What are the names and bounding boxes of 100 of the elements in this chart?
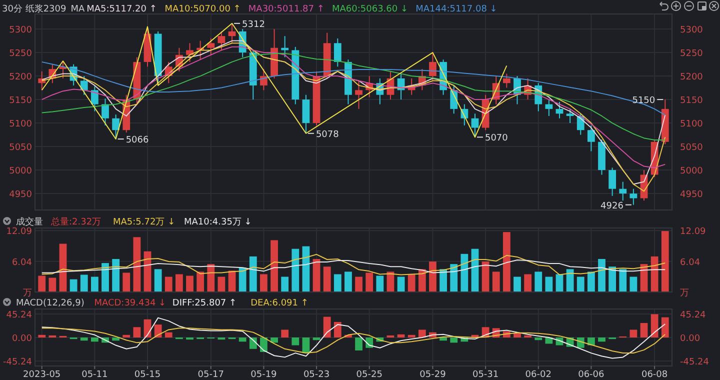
bar [450, 338, 458, 343]
y-tick-label: 5050 [9, 143, 32, 154]
y2-tick-label: 5050 [680, 143, 704, 154]
y-tick-label: 0.00 [12, 334, 32, 344]
bar [102, 263, 109, 292]
bar [302, 338, 310, 354]
bar [534, 338, 542, 340]
line-series [41, 328, 666, 354]
text: 5150 [632, 96, 656, 106]
candlestick [619, 181, 627, 202]
y-tick-label: 5000 [9, 166, 32, 177]
bar [154, 269, 162, 292]
bar [112, 258, 120, 292]
bar [122, 272, 130, 292]
bar [598, 338, 606, 342]
text: MA30:5011.87 ↑ [248, 4, 324, 14]
chart-title: 成交量 [16, 216, 43, 228]
bar [630, 330, 638, 338]
line-series [41, 254, 666, 276]
bar [323, 316, 331, 338]
text: DEA:6.091 ↑ [250, 298, 308, 308]
candlestick [545, 99, 553, 116]
chart-title: MACD(12,26,9) [16, 298, 84, 308]
bar [450, 264, 458, 292]
candlestick [186, 42, 194, 62]
bar [608, 266, 616, 292]
candlestick [207, 38, 215, 56]
y-tick-label: 12.09 [6, 227, 32, 238]
candlestick [355, 80, 362, 110]
text: MA10:4.35万 ↓ [184, 218, 252, 228]
bar [59, 244, 67, 292]
bar [281, 276, 289, 292]
bar [196, 272, 204, 292]
bar [650, 314, 658, 338]
bar [576, 276, 584, 292]
y-tick-label: 5300 [9, 26, 32, 36]
bar [292, 248, 300, 292]
y-tick-label: 5200 [9, 72, 32, 83]
y2-tick-label: 4950 [680, 190, 704, 200]
bar [429, 262, 436, 292]
candlestick [260, 68, 268, 91]
y2-tick-label: 45.24 [680, 310, 706, 321]
text: 5312 [242, 20, 265, 30]
bar [440, 269, 447, 292]
bar [186, 276, 194, 292]
bar [334, 322, 342, 338]
bar [482, 262, 490, 292]
text: MA10:5070.00 ↑ [164, 4, 241, 14]
candlestick [502, 73, 510, 88]
series-label: DIFF:25.807 ↑ [172, 298, 237, 308]
y2-tick-label: 6.04 [680, 258, 700, 268]
candlestick [429, 52, 436, 82]
bar [524, 274, 532, 292]
bar [545, 276, 553, 292]
x-tick-label: 2023-05 [23, 370, 61, 380]
bar [249, 256, 257, 292]
candlestick [80, 76, 88, 96]
y2-tick-label: -45.24 [680, 357, 710, 368]
chart-title: 30分 纸浆2309 [2, 4, 66, 14]
bar [366, 272, 374, 292]
bar [556, 274, 564, 292]
x-tick-label: 05-25 [356, 370, 382, 380]
x-tick-label: 05-17 [198, 370, 224, 380]
x-tick-label: 06-08 [641, 370, 668, 380]
bar [661, 317, 669, 338]
bar [90, 338, 98, 342]
bar [312, 338, 320, 340]
bar [640, 322, 648, 338]
bar [408, 274, 416, 292]
line-series [41, 317, 666, 359]
text: MA5:5.72万 ↓ [113, 218, 176, 228]
bar [355, 276, 362, 292]
x-tick-label: 06-06 [578, 370, 605, 380]
line-series [41, 260, 666, 274]
bar [587, 272, 595, 292]
text: MA60:5063.60 ↓ [332, 4, 408, 14]
bar [619, 269, 627, 292]
bar [440, 338, 447, 341]
bar [38, 334, 46, 338]
bar [312, 258, 320, 292]
bar [154, 324, 162, 338]
bar [534, 272, 542, 292]
y-tick-label: 5100 [9, 120, 32, 130]
chart-subtitle: 总量:2.32万 [50, 216, 102, 228]
y-tick-label: 6.04 [12, 258, 32, 268]
bar [164, 276, 172, 292]
y-tick-label: 万 [23, 288, 32, 298]
y2-tick-label: 5250 [680, 49, 704, 60]
series-label: MACD:39.434 ↓ [94, 298, 166, 308]
x-tick-label: 05-11 [82, 370, 108, 380]
text: 5070 [484, 134, 508, 144]
legend-title: MA [70, 4, 86, 14]
bar [514, 333, 521, 338]
bar [418, 269, 426, 292]
bar [630, 276, 638, 292]
x-tick-label: 06-02 [525, 370, 552, 380]
candlestick [556, 101, 564, 119]
bar [418, 330, 426, 338]
bar [80, 274, 88, 292]
bar [238, 338, 246, 342]
